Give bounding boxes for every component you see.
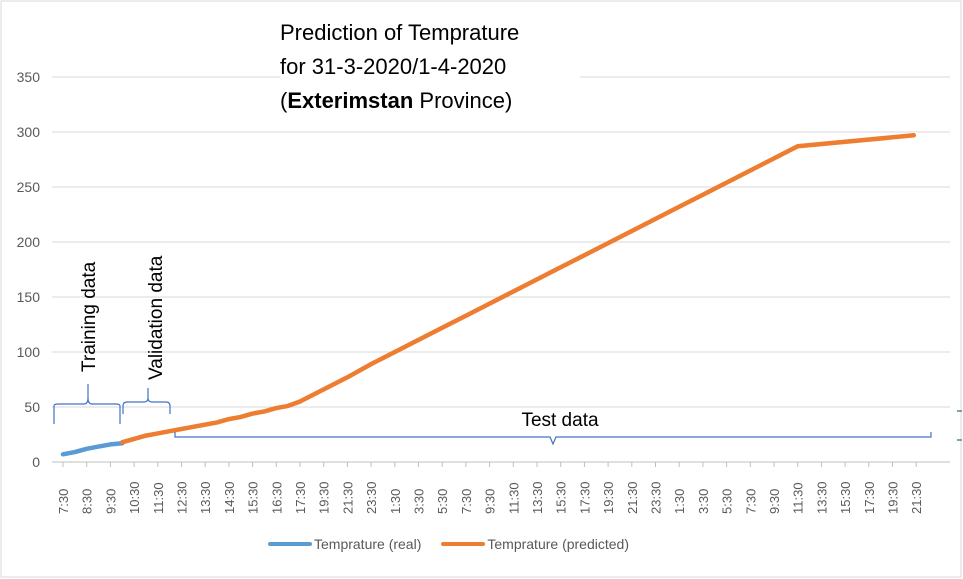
- test-brace: [174, 432, 932, 446]
- title-line-3-suffix: Province): [413, 88, 513, 113]
- validation-label: Validation data: [146, 255, 167, 380]
- legend-label-predicted: Temprature (predicted): [487, 536, 629, 552]
- x-tick-label: 11:30: [151, 482, 166, 514]
- title-line-1: Prediction of Temprature: [280, 20, 520, 45]
- validation-brace: [122, 388, 171, 414]
- series-layer: [60, 133, 917, 457]
- x-tick-label: 9:30: [767, 489, 782, 514]
- x-tick-label: 9:30: [103, 489, 118, 514]
- y-tick-label: 200: [17, 234, 41, 250]
- legend-swatch-predicted: [441, 542, 486, 546]
- y-tick-label: 250: [17, 179, 41, 195]
- x-tick-label: 8:30: [80, 489, 95, 514]
- x-tick-label: 1:30: [672, 489, 687, 514]
- x-tick-label: 21:30: [909, 481, 924, 514]
- training-label: Training data: [79, 261, 100, 372]
- y-tick-label: 150: [17, 289, 41, 305]
- x-tick-labels: 7:30 8:30 9:30 10:30 11:30 12:30 13:30 14:30 15:…: [56, 462, 924, 514]
- x-tick-label: 17:30: [862, 481, 877, 514]
- legend: Temprature (real) Temprature (predicted): [268, 536, 649, 552]
- x-tick-label: 1:30: [388, 489, 403, 514]
- legend-swatch-real: [268, 542, 312, 546]
- y-tick-label: 350: [17, 69, 41, 85]
- x-tick-label: 10:30: [127, 481, 142, 514]
- y-tick-label: 100: [17, 344, 41, 360]
- gridlines: [52, 76, 950, 463]
- x-tick-label: 13:30: [814, 481, 829, 514]
- title-line-3: (Exterimstan Province): [280, 84, 580, 118]
- x-tick-label: 21:30: [625, 481, 640, 514]
- x-tick-label: 14:30: [222, 481, 237, 514]
- title-bold-part: Exterimstan: [287, 88, 414, 113]
- x-tick-label: 19:30: [601, 481, 616, 514]
- x-tick-label: 12:30: [175, 481, 190, 514]
- x-tick-label: 3:30: [696, 489, 711, 514]
- x-tick-label: 19:30: [317, 481, 332, 514]
- x-tick-label: 23:30: [364, 481, 379, 514]
- x-tick-label: 17:30: [577, 481, 592, 514]
- y-tick-labels: 0 50 100 150 200 250 300 350: [17, 69, 41, 470]
- x-tick-label: 11:30: [791, 482, 806, 514]
- x-tick-label: 19:30: [886, 481, 901, 514]
- title-line-2: for 31-3-2020/1-4-2020: [280, 54, 507, 79]
- x-tick-label: 15:30: [246, 481, 261, 514]
- test-label: Test data: [521, 410, 599, 431]
- x-tick-label: 15:30: [554, 481, 569, 514]
- x-tick-label: 15:30: [838, 481, 853, 514]
- series-line-predicted: [120, 133, 917, 445]
- x-tick-label: 7:30: [743, 489, 758, 514]
- legend-label-real: Temprature (real): [314, 536, 422, 552]
- annotations: Training data Validation data Test data: [53, 255, 962, 446]
- x-tick-label: 23:30: [649, 481, 664, 514]
- x-tick-label: 9:30: [483, 489, 498, 514]
- y-tick-label: 50: [24, 399, 40, 415]
- x-tick-label: 21:30: [340, 481, 355, 514]
- x-tick-label: 17:30: [293, 481, 308, 514]
- x-tick-label: 11:30: [506, 482, 521, 514]
- chart-title: Prediction of Temprature for 31-3-2020/1…: [280, 16, 580, 128]
- training-brace: [53, 384, 121, 424]
- y-tick-label: 300: [17, 124, 41, 140]
- y-tick-label: 0: [32, 454, 40, 470]
- x-tick-label: 5:30: [720, 489, 735, 514]
- x-tick-label: 13:30: [530, 481, 545, 514]
- title-line-3-prefix: (: [280, 88, 288, 113]
- x-tick-label: 13:30: [198, 481, 213, 514]
- legend-item-predicted: Temprature (predicted): [441, 536, 629, 552]
- series-line-real: [60, 441, 125, 457]
- x-tick-label: 3:30: [412, 489, 427, 514]
- x-tick-label: 16:30: [269, 481, 284, 514]
- x-tick-label: 5:30: [435, 489, 450, 514]
- legend-item-real: Temprature (real): [268, 536, 421, 552]
- x-tick-label: 7:30: [56, 489, 71, 514]
- x-tick-label: 7:30: [459, 489, 474, 514]
